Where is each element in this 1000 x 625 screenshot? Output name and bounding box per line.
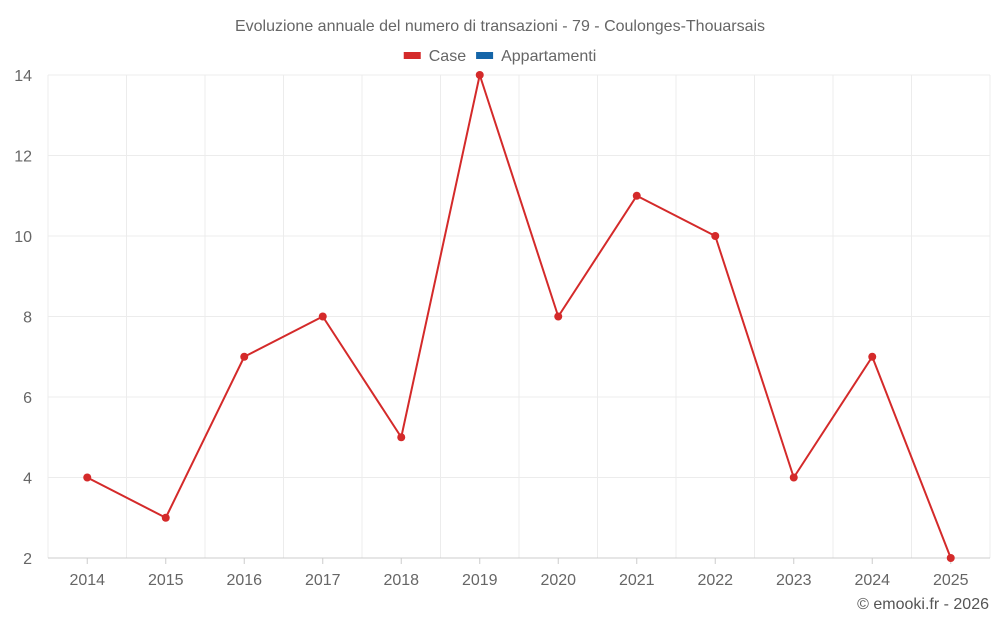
- series-line-case: [86, 74, 952, 559]
- y-tick-label: 8: [23, 310, 32, 327]
- y-tick-label: 4: [23, 471, 32, 488]
- y-tick-label: 10: [14, 229, 32, 246]
- y-tick-label: 2: [23, 551, 32, 568]
- x-tick-label: 2022: [697, 572, 733, 589]
- data-point[interactable]: [554, 312, 563, 321]
- axes: 2 4 6 8 10 12 14 2014 2015 2016 2017 2018 2019 2020 20…: [14, 68, 990, 589]
- x-tick-label: 2017: [305, 572, 341, 589]
- x-tick-label: 2015: [148, 572, 184, 589]
- legend-item-case[interactable]: Case: [403, 48, 466, 65]
- legend-item-appartamenti[interactable]: Appartamenti: [476, 48, 596, 65]
- data-point[interactable]: [83, 473, 92, 482]
- data-point[interactable]: [397, 433, 406, 442]
- x-tick-label: 2020: [540, 572, 576, 589]
- x-tick-label: 2018: [383, 572, 419, 589]
- legend: Case Appartamenti: [403, 48, 596, 65]
- data-point[interactable]: [789, 473, 798, 482]
- data-point[interactable]: [161, 513, 170, 522]
- x-tick-label: 2019: [462, 572, 498, 589]
- x-tick-label: 2014: [69, 572, 105, 589]
- legend-swatch: [476, 52, 494, 59]
- y-tick-label: 14: [14, 68, 32, 85]
- gridlines: [47, 74, 991, 559]
- chart-title: Evoluzione annuale del numero di transaz…: [235, 18, 765, 35]
- legend-swatch: [403, 52, 421, 59]
- data-point[interactable]: [475, 71, 484, 79]
- data-point[interactable]: [946, 554, 955, 562]
- credit-text: © emooki.fr - 2026: [857, 596, 989, 613]
- x-tick-label: 2023: [776, 572, 812, 589]
- data-point[interactable]: [711, 232, 720, 240]
- y-tick-label: 6: [23, 390, 32, 407]
- x-tick-label: 2021: [619, 572, 655, 589]
- legend-label: Case: [429, 48, 466, 65]
- y-tick-label: 12: [14, 149, 32, 166]
- data-point[interactable]: [318, 312, 327, 321]
- x-tick-label: 2016: [226, 572, 262, 589]
- series-layer: [83, 71, 955, 562]
- x-tick-label: 2025: [933, 572, 969, 589]
- data-point[interactable]: [632, 191, 641, 200]
- legend-label: Appartamenti: [501, 48, 596, 65]
- data-point[interactable]: [868, 352, 877, 361]
- x-tick-label: 2024: [854, 572, 890, 589]
- data-point[interactable]: [240, 352, 249, 361]
